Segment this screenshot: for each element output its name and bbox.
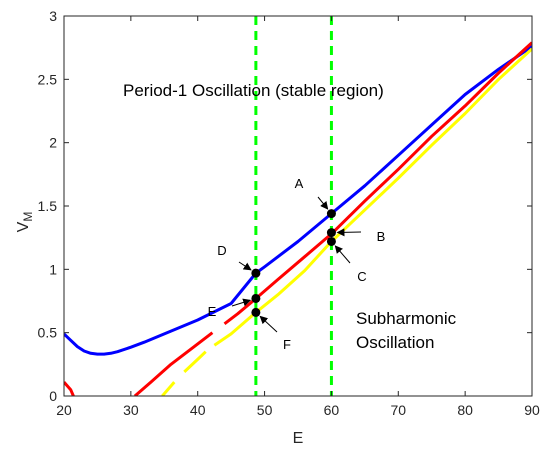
y-tick-label-1: 0.5: [38, 325, 58, 341]
series-yellow-segment-2: [213, 47, 532, 347]
point-label-C: C: [357, 269, 366, 284]
x-tick-label-7: 90: [524, 402, 540, 418]
x-tick-label-6: 80: [457, 402, 473, 418]
point-label-F: F: [283, 337, 291, 352]
x-tick-label-5: 70: [390, 402, 406, 418]
point-B: [326, 228, 336, 238]
point-E: [251, 293, 261, 303]
x-tick-label-1: 30: [123, 402, 139, 418]
x-tick-label-3: 50: [257, 402, 273, 418]
y-axis-label: VM: [15, 212, 35, 233]
plot-content: [64, 16, 532, 396]
arrow-E: [231, 298, 252, 307]
y-tick-label-3: 1.5: [38, 198, 58, 214]
series-yellow-segment-1: [183, 350, 207, 373]
x-tick-label-0: 20: [56, 402, 72, 418]
y-tick-label-6: 3: [49, 8, 57, 24]
y-tick-label-4: 2: [49, 135, 57, 151]
point-label-B: B: [377, 229, 386, 244]
series-red-segment-0: [64, 381, 75, 396]
y-tick-label-5: 2.5: [38, 71, 58, 87]
arrow-F: [259, 315, 278, 333]
x-tick-label-4: 60: [324, 402, 340, 418]
x-axis-label: E: [293, 430, 304, 447]
point-F: [251, 307, 261, 317]
point-D: [251, 268, 261, 278]
y-axis-label-group: VM: [15, 212, 35, 233]
point-label-D: D: [217, 243, 226, 258]
point-label-A: A: [295, 176, 304, 191]
annotation-subharmonic: Subharmonic: [356, 309, 457, 328]
x-tick-label-2: 40: [190, 402, 206, 418]
y-axis-label-subscript: M: [21, 212, 35, 222]
series-red-segment-1: [133, 331, 214, 396]
axes: 20 30 40 50 60 70 80 90 0 0.5 1 1.5 2 2.5 3: [38, 8, 540, 418]
arrow-A: [317, 196, 329, 210]
point-label-E: E: [208, 304, 217, 319]
point-C: [326, 236, 336, 246]
plot-area: A B C D E F: [64, 16, 532, 396]
series-blue-line: [64, 45, 532, 356]
series-yellow-segment-0: [161, 381, 176, 396]
annotation-oscillation: Oscillation: [356, 333, 434, 352]
annotation-period1: Period-1 Oscillation (stable region): [123, 81, 384, 100]
y-tick-label-2: 1: [49, 261, 57, 277]
arrow-C: [334, 245, 351, 264]
y-tick-label-0: 0: [49, 388, 57, 404]
axes-frame: [63, 15, 533, 397]
y-axis-label-main: V: [15, 221, 32, 232]
point-A: [326, 209, 336, 219]
arrow-D: [238, 261, 252, 271]
